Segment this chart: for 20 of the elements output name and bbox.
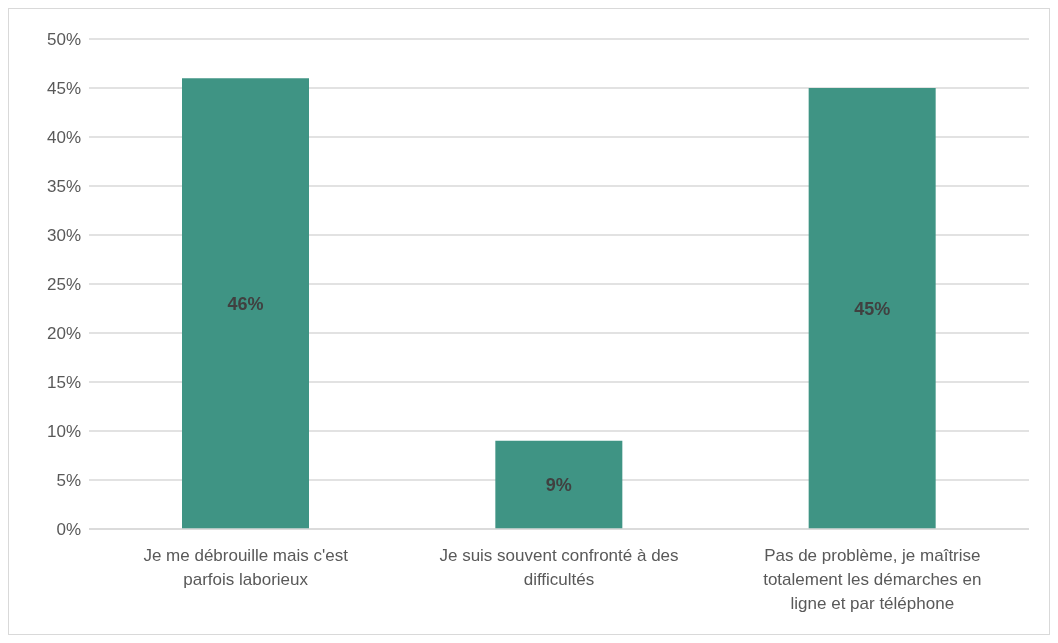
- data-label: 45%: [854, 298, 891, 319]
- bar: [495, 440, 623, 529]
- bar: [182, 78, 309, 529]
- x-tick-label: Pas de problème, je maîtrise totalement les démarches en ligne et par téléphone: [763, 546, 982, 613]
- x-tick-label: Je me débrouille mais c'est parfois laborieux: [143, 546, 349, 589]
- y-tick-label: 25%: [46, 275, 81, 295]
- y-tick-label: 35%: [46, 177, 81, 197]
- y-tick-label: 10%: [46, 422, 81, 442]
- y-tick-label: 20%: [46, 324, 81, 344]
- data-label: 9%: [545, 474, 572, 495]
- y-tick-label: 50%: [46, 30, 81, 50]
- y-tick-label: 40%: [46, 128, 81, 148]
- y-tick-label: 45%: [46, 79, 81, 99]
- bar: [808, 88, 936, 529]
- y-tick-label: 0%: [56, 520, 81, 540]
- data-label: 46%: [227, 293, 264, 314]
- y-tick-label: 30%: [46, 226, 81, 246]
- y-tick-label: 5%: [56, 471, 81, 491]
- y-tick-label: 15%: [46, 373, 81, 393]
- x-tick-label: Je suis souvent confronté à des difficultés: [439, 546, 679, 589]
